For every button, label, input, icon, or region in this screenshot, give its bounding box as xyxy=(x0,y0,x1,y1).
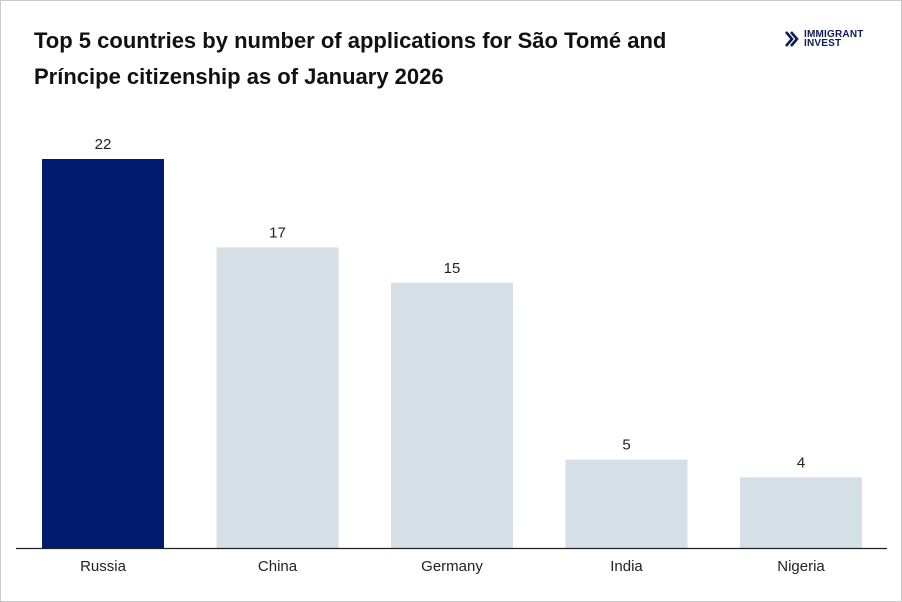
bar-india xyxy=(565,459,688,548)
x-tick-label-russia: Russia xyxy=(80,558,127,575)
brand-logo: IMMIGRANT INVEST xyxy=(785,28,864,50)
data-label-nigeria: 4 xyxy=(797,454,805,471)
x-tick-label-nigeria: Nigeria xyxy=(777,558,825,575)
bar-germany xyxy=(391,282,513,548)
data-label-china: 17 xyxy=(269,224,286,241)
x-tick-label-china: China xyxy=(258,558,298,575)
data-label-russia: 22 xyxy=(95,136,112,153)
chart-title: Top 5 countries by number of application… xyxy=(34,28,667,89)
logo-line-2: INVEST xyxy=(804,38,842,49)
data-label-india: 5 xyxy=(622,437,630,454)
x-tick-label-germany: Germany xyxy=(421,558,483,575)
data-label-germany: 15 xyxy=(444,260,461,277)
bar-china xyxy=(216,247,339,548)
x-tick-label-india: India xyxy=(610,558,643,575)
bar-nigeria xyxy=(740,477,862,548)
logo-arrows-icon xyxy=(785,31,799,47)
bar-russia xyxy=(42,159,164,548)
logo-line-1: IMMIGRANT xyxy=(804,29,864,40)
logo-wordmark: IMMIGRANT INVEST xyxy=(804,29,864,49)
